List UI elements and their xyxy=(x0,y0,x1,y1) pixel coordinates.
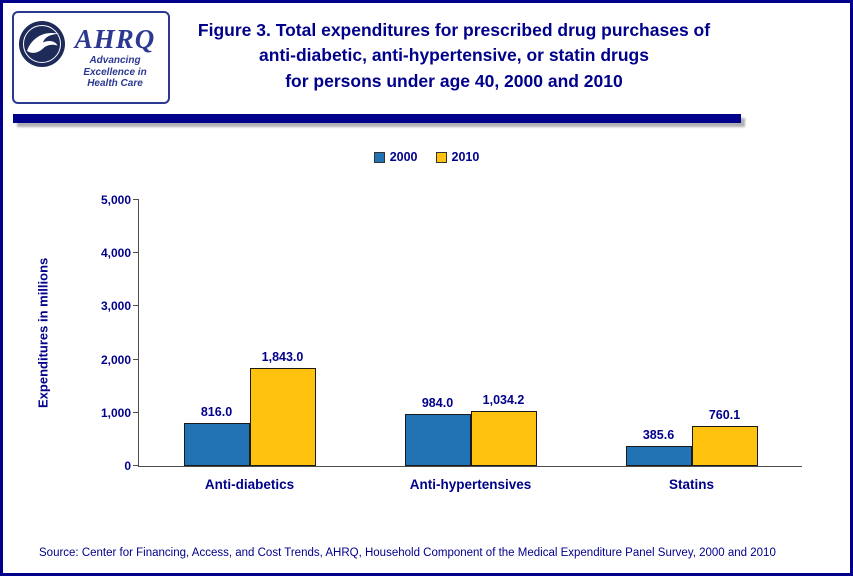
bar-2010-statins: 760.1 xyxy=(691,200,758,466)
bar-2010-anti-hypertensives: 1,034.2 xyxy=(470,200,537,466)
bar-group-statins: 385.6 760.1 Statins xyxy=(581,200,802,492)
y-tick-mark xyxy=(133,358,139,360)
y-tick-label: 3,000 xyxy=(100,299,131,314)
tagline-line-2: Excellence in xyxy=(83,66,147,78)
y-tick-label: 0 xyxy=(124,459,131,473)
y-tick-label: 1,000 xyxy=(100,405,131,420)
legend-swatch-2010 xyxy=(435,151,447,163)
bar-value-label: 984.0 xyxy=(421,395,454,410)
bar-group-anti-hypertensives: 984.0 1,034.2 Anti-hypertensives xyxy=(360,200,581,492)
bar-2000-statins: 385.6 xyxy=(625,200,692,466)
y-tick-label: 4,000 xyxy=(100,246,131,261)
bar-value-label: 385.6 xyxy=(642,427,675,442)
bar-value-label: 1,034.2 xyxy=(482,392,525,407)
y-tick-mark xyxy=(133,465,139,466)
y-tick-mark xyxy=(133,199,139,200)
bar-groups: 816.0 1,843.0 Anti-diabetics 984.0 1,034.2 An… xyxy=(139,200,802,492)
tagline-line-3: Health Care xyxy=(87,78,143,90)
plot-area: 816.0 1,843.0 Anti-diabetics 984.0 1,034.2 An… xyxy=(133,199,802,492)
title-line-1: Figure 3. Total expenditures for prescri… xyxy=(197,20,711,40)
bar-2010-anti-diabetics: 1,843.0 xyxy=(249,200,316,466)
title-line-3: for persons under age 40, 2000 and 2010 xyxy=(285,70,623,91)
tagline-line-1: Advancing xyxy=(89,55,141,67)
bar-rect-2010-statins xyxy=(691,425,758,466)
legend-item-2000: 2000 xyxy=(373,150,418,164)
figure-title: Figure 3. Total expenditures for prescri… xyxy=(83,18,825,94)
ahrq-tagline: Advancing Excellence in Health Care xyxy=(66,55,164,90)
y-axis-tick-labels: 0 1,000 2,000 3,000 4,000 5,000 xyxy=(61,193,131,473)
legend-label-2010: 2010 xyxy=(451,150,480,164)
category-label-statins: Statins xyxy=(668,477,714,492)
bar-rect-2000-anti-hypertensives xyxy=(404,413,471,466)
chart-legend: 2000 2010 xyxy=(3,150,850,164)
legend-swatch-2000 xyxy=(373,151,385,163)
legend-item-2010: 2010 xyxy=(435,150,480,164)
ahrq-logo-text: AHRQ Advancing Excellence in Health Care xyxy=(66,25,164,90)
bar-2000-anti-hypertensives: 984.0 xyxy=(404,200,471,466)
y-tick-label: 5,000 xyxy=(100,193,131,207)
y-tick-mark xyxy=(133,252,139,254)
title-line-2: anti-diabetic, anti-hypertensive, or sta… xyxy=(259,45,649,66)
bar-rect-2010-anti-diabetics xyxy=(249,367,316,466)
legend-label-2000: 2000 xyxy=(389,150,418,164)
bar-value-label: 1,843.0 xyxy=(261,349,304,364)
bar-rect-2000-anti-diabetics xyxy=(183,422,250,466)
category-label-anti-hypertensives: Anti-hypertensives xyxy=(409,477,532,492)
bar-value-label: 816.0 xyxy=(200,404,233,419)
bar-rect-2000-statins xyxy=(625,445,692,466)
bar-2000-anti-diabetics: 816.0 xyxy=(183,200,250,466)
bar-group-anti-diabetics: 816.0 1,843.0 Anti-diabetics xyxy=(139,200,360,492)
header-divider-bar xyxy=(13,114,741,123)
ahrq-wordmark: AHRQ xyxy=(74,24,156,55)
y-axis-title: Expenditures in millions xyxy=(35,257,51,409)
category-label-anti-diabetics: Anti-diabetics xyxy=(204,477,295,492)
y-tick-mark xyxy=(133,411,139,413)
hhs-seal-icon xyxy=(19,21,65,67)
bar-value-label: 760.1 xyxy=(708,407,741,422)
y-tick-mark xyxy=(133,305,139,307)
bar-rect-2010-anti-hypertensives xyxy=(470,410,537,466)
y-tick-label: 2,000 xyxy=(100,352,131,367)
source-note: Source: Center for Financing, Access, an… xyxy=(39,547,776,559)
ahrq-logo: AHRQ Advancing Excellence in Health Care xyxy=(12,11,170,104)
